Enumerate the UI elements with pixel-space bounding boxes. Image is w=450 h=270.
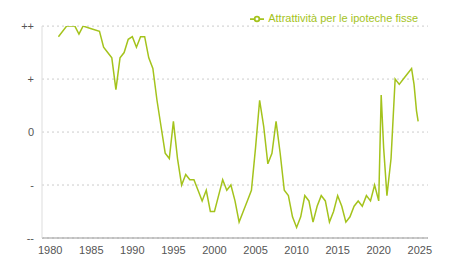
svg-text:1980: 1980 xyxy=(38,244,62,256)
svg-text:--: -- xyxy=(27,232,35,244)
svg-text:2005: 2005 xyxy=(243,244,267,256)
svg-text:2000: 2000 xyxy=(202,244,226,256)
svg-text:2025: 2025 xyxy=(408,244,432,256)
html-text:Attrattività per le ipoteche f: Attrattività per le ipoteche fisse xyxy=(268,12,418,24)
svg-text:-: - xyxy=(30,179,34,191)
svg-text:2020: 2020 xyxy=(366,244,390,256)
svg-text:+: + xyxy=(28,73,34,85)
svg-text:0: 0 xyxy=(28,126,34,138)
svg-text:2015: 2015 xyxy=(325,244,349,256)
svg-text:2010: 2010 xyxy=(284,244,308,256)
svg-text:++: ++ xyxy=(21,20,34,32)
svg-text:1990: 1990 xyxy=(120,244,144,256)
svg-text:1985: 1985 xyxy=(79,244,103,256)
svg-text:1995: 1995 xyxy=(161,244,185,256)
